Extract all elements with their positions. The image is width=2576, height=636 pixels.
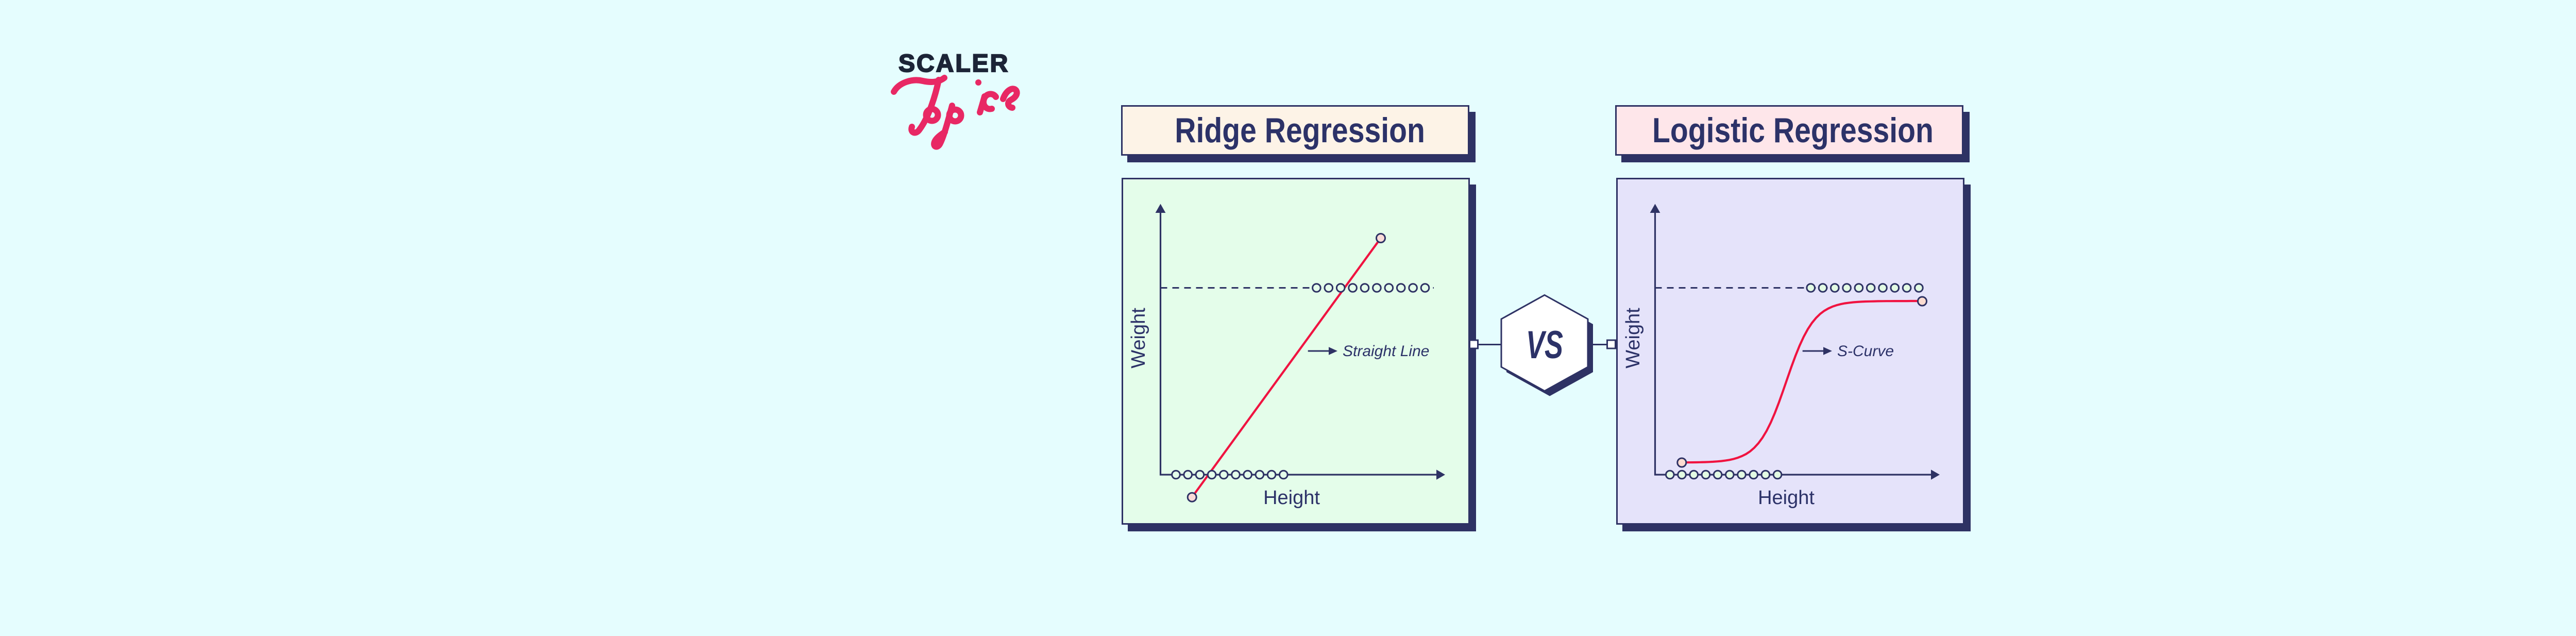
svg-text:VS: VS: [1526, 323, 1563, 367]
svg-text:S-Curve: S-Curve: [1837, 343, 1894, 360]
svg-text:Straight Line: Straight Line: [1343, 343, 1429, 360]
svg-text:Weight: Weight: [1128, 308, 1149, 369]
svg-text:Height: Height: [1263, 487, 1320, 509]
svg-text:Height: Height: [1758, 487, 1815, 509]
svg-text:Weight: Weight: [1622, 308, 1644, 369]
